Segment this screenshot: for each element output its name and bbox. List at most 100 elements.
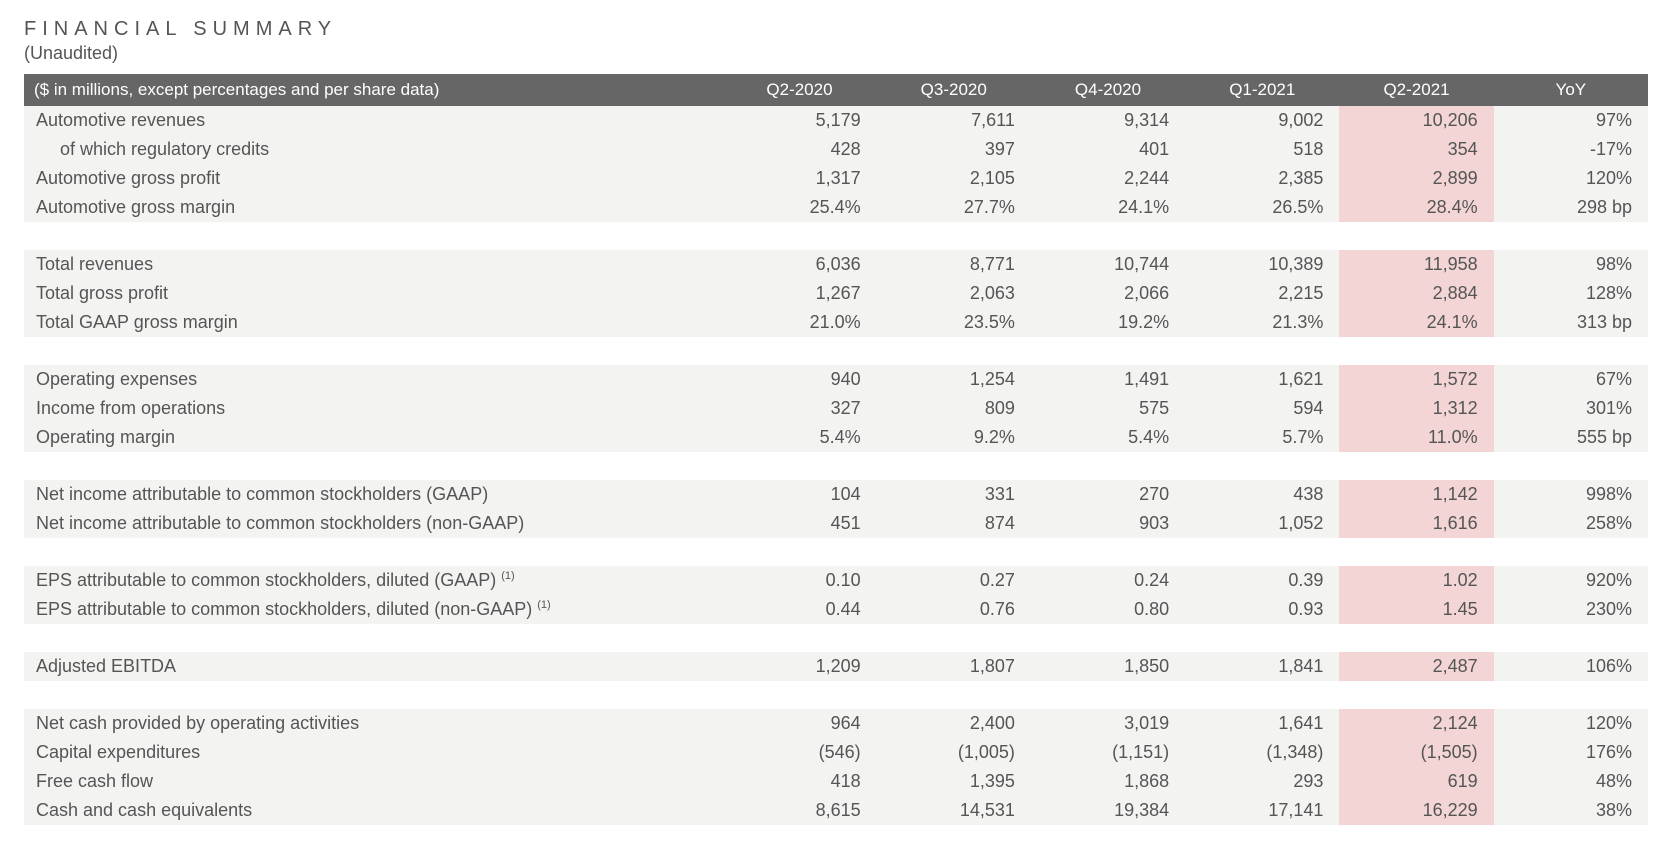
cell-value: 293	[1185, 767, 1339, 796]
cell-value: 1,052	[1185, 509, 1339, 538]
row-label: EPS attributable to common stockholders,…	[24, 566, 722, 595]
table-row	[24, 681, 1648, 709]
table-row	[24, 538, 1648, 566]
cell-value: 2,063	[877, 279, 1031, 308]
cell-value: 14,531	[877, 796, 1031, 825]
cell-value: (1,151)	[1031, 738, 1185, 767]
table-row: Automotive gross profit1,3172,1052,2442,…	[24, 164, 1648, 193]
cell-value: 451	[722, 509, 876, 538]
row-label: Net income attributable to common stockh…	[24, 480, 722, 509]
cell-value: 1,142	[1339, 480, 1493, 509]
spacer-cell	[24, 222, 1648, 250]
cell-value: 120%	[1494, 164, 1648, 193]
cell-value: 428	[722, 135, 876, 164]
cell-value: (546)	[722, 738, 876, 767]
spacer-cell	[24, 624, 1648, 652]
page-title: FINANCIAL SUMMARY	[24, 18, 1648, 41]
cell-value: 8,771	[877, 250, 1031, 279]
cell-value: 28.4%	[1339, 193, 1493, 222]
cell-value: 7,611	[877, 106, 1031, 135]
cell-value: 8,615	[722, 796, 876, 825]
cell-value: 11,958	[1339, 250, 1493, 279]
header-col-1: Q3-2020	[877, 74, 1031, 106]
cell-value: 106%	[1494, 652, 1648, 681]
spacer-cell	[24, 681, 1648, 709]
cell-value: 98%	[1494, 250, 1648, 279]
row-label: Net income attributable to common stockh…	[24, 509, 722, 538]
table-row: Capital expenditures(546)(1,005)(1,151)(…	[24, 738, 1648, 767]
table-row: Net income attributable to common stockh…	[24, 509, 1648, 538]
cell-value: 10,744	[1031, 250, 1185, 279]
cell-value: 176%	[1494, 738, 1648, 767]
spacer-cell	[24, 538, 1648, 566]
cell-value: 1,641	[1185, 709, 1339, 738]
cell-value: 3,019	[1031, 709, 1185, 738]
cell-value: 874	[877, 509, 1031, 538]
header-col-5: YoY	[1494, 74, 1648, 106]
cell-value: 0.24	[1031, 566, 1185, 595]
table-row: of which regulatory credits4283974015183…	[24, 135, 1648, 164]
cell-value: 920%	[1494, 566, 1648, 595]
cell-value: 6,036	[722, 250, 876, 279]
cell-value: 2,487	[1339, 652, 1493, 681]
cell-value: 354	[1339, 135, 1493, 164]
cell-value: 104	[722, 480, 876, 509]
row-label: Automotive revenues	[24, 106, 722, 135]
cell-value: 230%	[1494, 595, 1648, 624]
cell-value: 10,389	[1185, 250, 1339, 279]
cell-value: 0.76	[877, 595, 1031, 624]
cell-value: 1.02	[1339, 566, 1493, 595]
cell-value: 313 bp	[1494, 308, 1648, 337]
table-row: Automotive revenues5,1797,6119,3149,0021…	[24, 106, 1648, 135]
cell-value: 19,384	[1031, 796, 1185, 825]
footnote-marker: (1)	[501, 570, 514, 582]
cell-value: 1,850	[1031, 652, 1185, 681]
cell-value: 1,491	[1031, 365, 1185, 394]
row-label: EPS attributable to common stockholders,…	[24, 595, 722, 624]
cell-value: 964	[722, 709, 876, 738]
table-row	[24, 624, 1648, 652]
cell-value: -17%	[1494, 135, 1648, 164]
cell-value: 2,884	[1339, 279, 1493, 308]
page-subtitle: (Unaudited)	[24, 43, 1648, 64]
cell-value: 0.80	[1031, 595, 1185, 624]
footnote-marker: (1)	[537, 599, 550, 611]
cell-value: 23.5%	[877, 308, 1031, 337]
cell-value: 1,621	[1185, 365, 1339, 394]
cell-value: 438	[1185, 480, 1339, 509]
table-row	[24, 452, 1648, 480]
cell-value: 619	[1339, 767, 1493, 796]
cell-value: 1,267	[722, 279, 876, 308]
cell-value: 270	[1031, 480, 1185, 509]
header-col-4: Q2-2021	[1339, 74, 1493, 106]
table-row	[24, 337, 1648, 365]
cell-value: 301%	[1494, 394, 1648, 423]
table-row: Net income attributable to common stockh…	[24, 480, 1648, 509]
cell-value: 2,066	[1031, 279, 1185, 308]
cell-value: 48%	[1494, 767, 1648, 796]
cell-value: 2,215	[1185, 279, 1339, 308]
cell-value: 1,572	[1339, 365, 1493, 394]
table-row: Operating margin5.4%9.2%5.4%5.7%11.0%555…	[24, 423, 1648, 452]
cell-value: 27.7%	[877, 193, 1031, 222]
row-label: of which regulatory credits	[24, 135, 722, 164]
table-row: Income from operations3278095755941,3123…	[24, 394, 1648, 423]
cell-value: 5.4%	[722, 423, 876, 452]
cell-value: 1,209	[722, 652, 876, 681]
cell-value: 555 bp	[1494, 423, 1648, 452]
cell-value: 1,317	[722, 164, 876, 193]
cell-value: 258%	[1494, 509, 1648, 538]
cell-value: 809	[877, 394, 1031, 423]
cell-value: 1,807	[877, 652, 1031, 681]
cell-value: 1,254	[877, 365, 1031, 394]
financial-summary-table: ($ in millions, except percentages and p…	[24, 74, 1648, 825]
cell-value: 401	[1031, 135, 1185, 164]
row-label: Cash and cash equivalents	[24, 796, 722, 825]
cell-value: 418	[722, 767, 876, 796]
cell-value: 9.2%	[877, 423, 1031, 452]
row-label: Operating expenses	[24, 365, 722, 394]
cell-value: 0.93	[1185, 595, 1339, 624]
cell-value: 518	[1185, 135, 1339, 164]
row-label: Total GAAP gross margin	[24, 308, 722, 337]
table-row: Total gross profit1,2672,0632,0662,2152,…	[24, 279, 1648, 308]
